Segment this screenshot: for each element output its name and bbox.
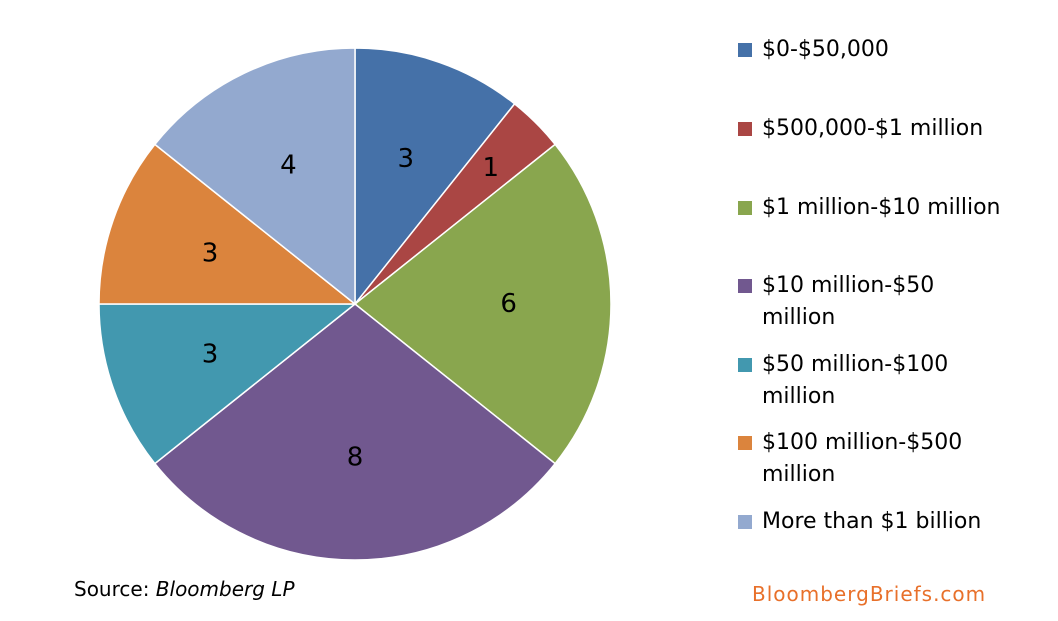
pie-slice	[354, 47, 516, 307]
pie-slices	[98, 47, 612, 561]
brand-part-3: .com	[933, 582, 987, 606]
pie-data-label: 3	[202, 340, 219, 370]
legend-item: $1 million-$10 million	[738, 192, 1002, 224]
legend-label: $500,000-$1 million	[762, 116, 984, 141]
pie-slice	[153, 47, 356, 306]
legend-label: More than $1 billion	[762, 509, 982, 534]
legend-swatch	[738, 436, 752, 450]
legend-swatch	[738, 358, 752, 372]
legend-item: $500,000-$1 million	[738, 113, 1002, 145]
source-prefix: Source:	[74, 577, 156, 601]
legend-label: $10 million-$50 million	[762, 273, 935, 330]
legend-swatch	[738, 515, 752, 529]
brand-part-1: Bloomberg	[752, 582, 870, 606]
legend-swatch	[738, 201, 752, 215]
legend-item: More than $1 billion	[738, 506, 1002, 538]
legend-swatch	[738, 279, 752, 293]
pie-data-label: 1	[482, 153, 499, 183]
pie-data-label: 4	[280, 151, 297, 181]
source-name: Bloomberg LP	[155, 577, 295, 601]
pie-data-label: 6	[500, 289, 517, 319]
legend-label: $1 million-$10 million	[762, 195, 1001, 220]
pie-slice	[153, 303, 557, 561]
legend-swatch	[738, 43, 752, 57]
brand-logo: BloombergBriefs.com	[752, 582, 986, 606]
pie-slice	[98, 303, 358, 465]
pie-slice	[353, 143, 612, 465]
legend-item: $100 million-$500 million	[738, 427, 1002, 491]
legend-label: $100 million-$500 million	[762, 430, 963, 487]
source-note: Source: Bloomberg LP	[74, 577, 295, 601]
legend-item: $50 million-$100 million	[738, 349, 1002, 413]
pie-slice	[98, 143, 358, 305]
legend-item: $10 million-$50 million	[738, 270, 1002, 334]
legend-swatch	[738, 122, 752, 136]
brand-part-2: Briefs	[869, 582, 934, 606]
legend-label: $50 million-$100 million	[762, 352, 949, 409]
legend-label: $0-$50,000	[762, 37, 889, 62]
pie-data-label: 8	[347, 443, 364, 473]
pie-data-labels: 3 1 6 8 3 3 4	[202, 144, 517, 473]
legend-item: $0-$50,000	[738, 34, 1002, 66]
pie-chart: 3 1 6 8 3 3 4	[98, 47, 612, 561]
pie-data-label: 3	[202, 238, 219, 268]
pie-data-label: 3	[397, 144, 414, 174]
